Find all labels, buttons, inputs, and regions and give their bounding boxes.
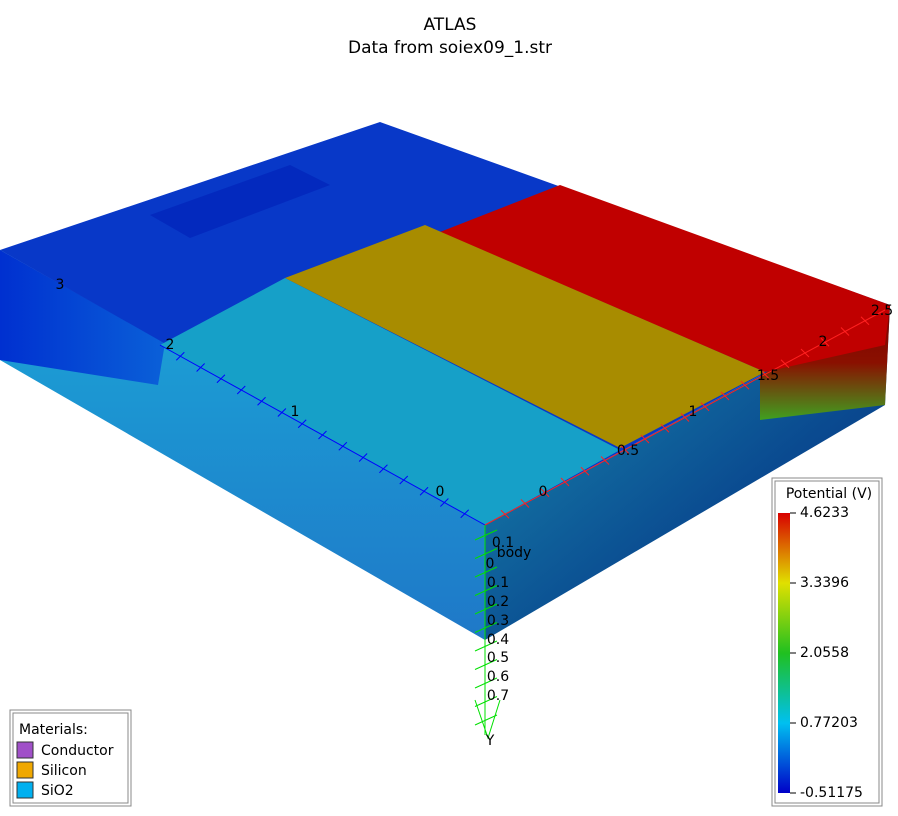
z-tick <box>720 391 730 401</box>
legend-label: SiO2 <box>41 783 74 799</box>
y-tick-label: 0.4 <box>487 632 509 648</box>
x-tick <box>297 419 307 429</box>
x-tick <box>338 441 348 451</box>
x-tick <box>399 475 409 485</box>
z-tick <box>820 337 830 347</box>
y-tick <box>474 640 498 652</box>
z-tick <box>580 466 590 476</box>
y-tick <box>474 603 498 615</box>
z-tick <box>520 499 530 508</box>
y-axis-arrow <box>474 699 501 740</box>
y-tick-label: 0.2 <box>487 594 509 610</box>
z-tick <box>840 327 850 336</box>
legend-swatch <box>16 761 34 779</box>
y-tick <box>474 585 498 596</box>
x-tick <box>196 363 205 372</box>
z-tick-label: 1 <box>689 404 698 420</box>
z-tick <box>760 370 770 379</box>
legend-swatch <box>16 781 34 799</box>
z-tick <box>860 316 870 326</box>
y-tick <box>474 529 498 541</box>
x-tick <box>318 430 327 440</box>
colorbar: Potential (V) <box>771 477 883 807</box>
colorbar-title: Potential (V) <box>786 486 872 502</box>
colorbar-tick-label: 0.77203 <box>800 715 858 731</box>
y-tick <box>474 566 498 578</box>
x-tick <box>236 385 246 395</box>
device-block <box>0 122 890 640</box>
x-tick <box>440 498 449 507</box>
x-tick-label: 2 <box>166 337 175 353</box>
x-tick-label: 0 <box>436 484 445 500</box>
z-tick <box>600 456 610 465</box>
y-tick-label: 0.5 <box>487 650 509 666</box>
z-tick-label: 2 <box>819 334 828 350</box>
gate-region <box>285 225 765 448</box>
y-tick-label: 0.1 <box>487 575 509 591</box>
y-tick <box>474 677 498 689</box>
colorbar-tick-label: 4.6233 <box>800 505 849 521</box>
x-tick <box>216 374 226 384</box>
z-tick <box>660 423 670 433</box>
colorbar-tick-label: -0.51175 <box>800 785 863 801</box>
y-tick <box>474 696 498 707</box>
x-tick-label: 3 <box>56 277 65 293</box>
colorbar-tick-label: 3.3396 <box>800 575 849 591</box>
colorbar-tick-label: 2.0558 <box>800 645 849 661</box>
legend-title: Materials: <box>19 722 88 738</box>
y-tick <box>474 622 498 633</box>
y-tick-label: 0.6 <box>487 669 509 685</box>
y-tick-label: 0.1 <box>492 535 514 551</box>
x-tick <box>379 464 388 474</box>
z-tick <box>700 402 710 412</box>
x-tick <box>175 351 185 361</box>
y-tick <box>474 659 498 670</box>
y-tick-label: 0 <box>486 556 495 572</box>
source-region <box>160 278 620 525</box>
legend-label: Conductor <box>41 743 114 759</box>
y-tick <box>474 714 498 726</box>
colorbar-frame <box>771 477 883 807</box>
x-tick <box>460 509 470 519</box>
y-tick-label: 0.3 <box>487 613 509 629</box>
z-tick <box>540 488 550 498</box>
y-tick-label: 0.7 <box>487 688 509 704</box>
z-tick <box>640 434 650 444</box>
z-tick-label: 1.5 <box>757 368 779 384</box>
legend-frame-inner <box>12 712 129 804</box>
x-tick <box>257 396 266 406</box>
z-tick <box>560 477 570 487</box>
x-tick-label: 1 <box>291 404 300 420</box>
y-axis-label: Y <box>485 733 495 749</box>
x-tick <box>419 486 429 496</box>
legend-swatch <box>16 741 34 759</box>
subtitle: Data from soiex09_1.str <box>348 38 552 58</box>
x-tick <box>277 408 287 417</box>
z-tick <box>620 445 630 455</box>
z-tick <box>500 509 510 519</box>
region-label: body <box>497 545 532 561</box>
legend-label: Silicon <box>41 763 87 779</box>
z-tick <box>800 348 810 358</box>
y-tick <box>474 548 498 559</box>
top-shade <box>150 165 330 238</box>
drain-region <box>440 185 890 372</box>
z-tick <box>680 413 690 422</box>
z-tick-label: 0 <box>539 484 548 500</box>
colorbar-scale <box>778 513 790 793</box>
title: ATLAS <box>424 15 477 35</box>
colorbar-frame-inner <box>774 480 880 804</box>
z-tick <box>740 380 750 390</box>
z-tick-label: 0.5 <box>617 443 639 459</box>
front-face-oxide <box>0 250 165 385</box>
z-tick-label: 2.5 <box>871 303 893 319</box>
x-tick <box>358 453 368 462</box>
z-tick <box>780 359 790 369</box>
